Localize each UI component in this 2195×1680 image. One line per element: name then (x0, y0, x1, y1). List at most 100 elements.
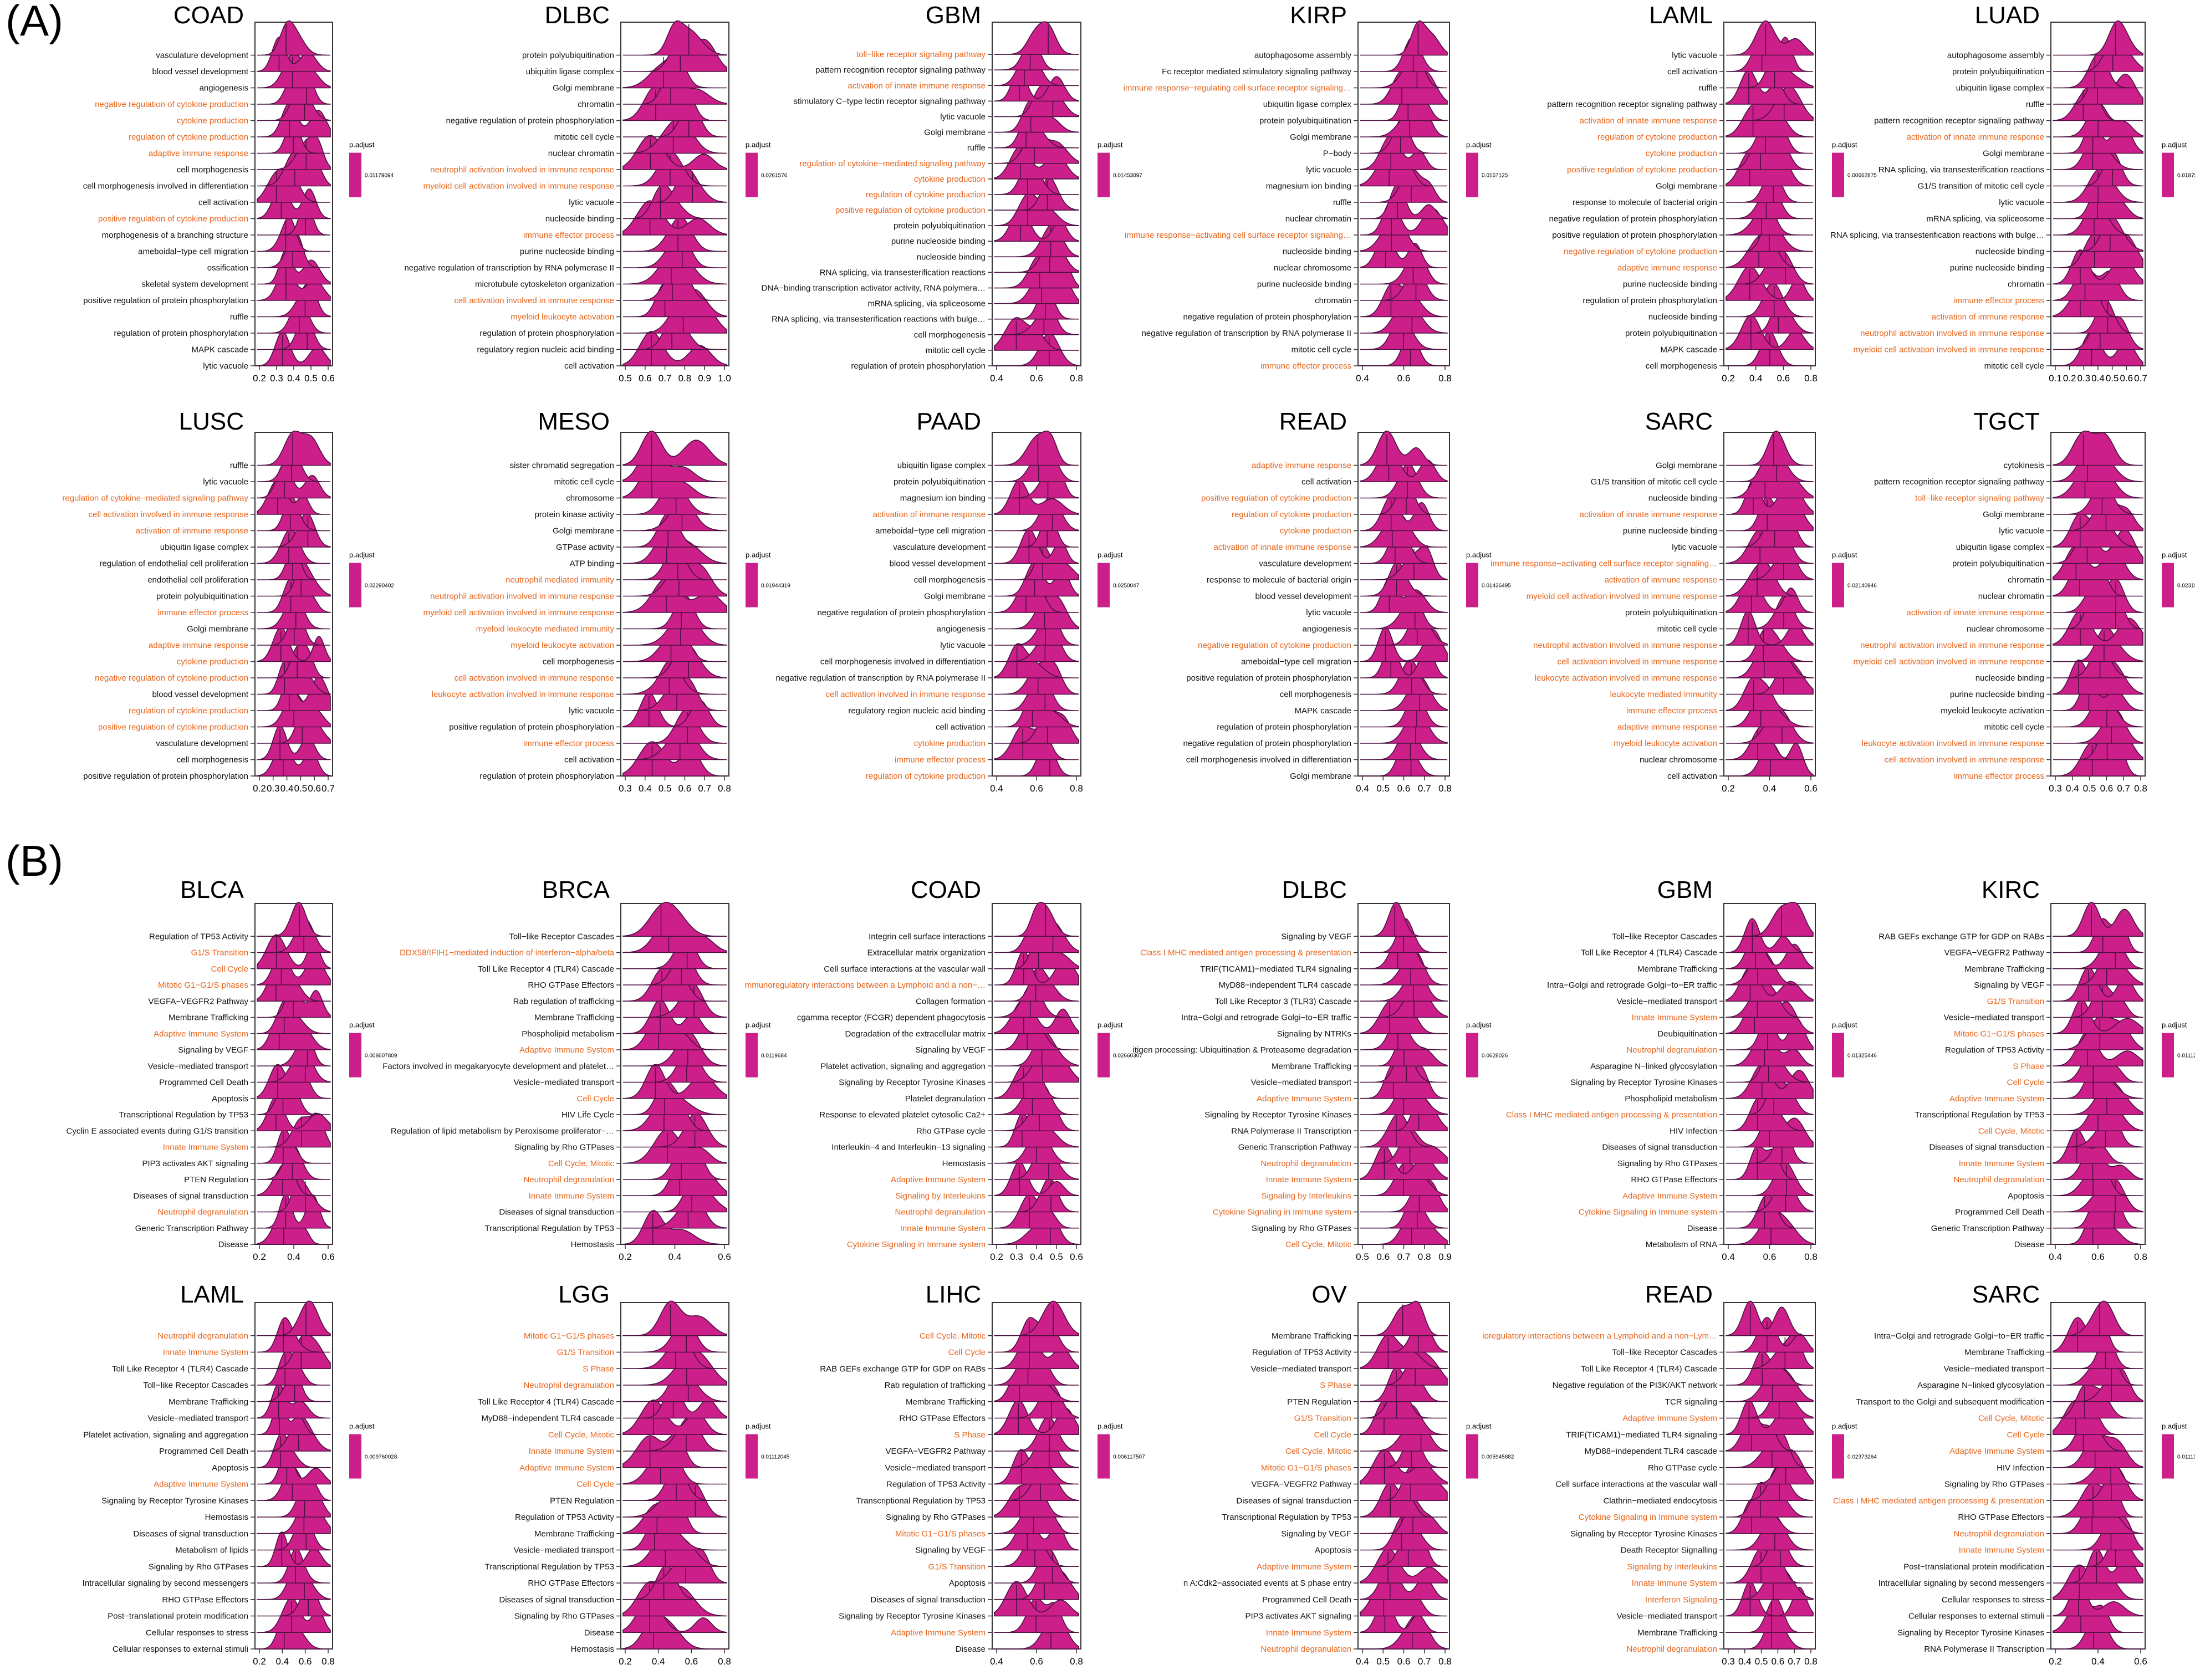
x-tick-label: 0.5 (2083, 783, 2096, 794)
term-label: negative regulation of cytokine producti… (1198, 641, 1351, 650)
term-label: Adaptive Immune System (891, 1175, 986, 1184)
term-label: Apoptosis (949, 1579, 986, 1588)
term-label: lytic vacuole (203, 477, 248, 487)
legend-value: 0.0261576 (761, 173, 788, 179)
term-label: lytic vacuole (1999, 198, 2044, 207)
term-label: nuclear chromosome (1967, 625, 2044, 634)
term-label: RNA splicing, via transesterification re… (820, 268, 986, 277)
term-label: Hemostasis (205, 1513, 248, 1522)
term-label: Adaptive Immune System (1257, 1562, 1351, 1571)
term-label: ubiquitin ligase complex (526, 67, 615, 76)
ridge (1360, 626, 1448, 662)
x-tick-label: 0.4 (668, 1252, 682, 1262)
term-label: protein polyubiquitination (156, 592, 248, 601)
term-label: RHO GTPase Effectors (528, 1579, 614, 1588)
term-label: lytic vacuole (1306, 165, 1351, 175)
term-label: positive regulation of protein phosphory… (449, 723, 614, 732)
legend-colorbar (2162, 152, 2174, 197)
term-label: neutrophil activation involved in immune… (1533, 641, 1717, 650)
ridge (994, 430, 1079, 466)
x-tick-label: 1.0 (718, 373, 731, 384)
term-label: Mitotic G1−G1/S phases (1261, 1463, 1351, 1473)
term-label: purine nucleoside binding (1623, 527, 1717, 536)
ridge (257, 430, 331, 466)
panel-b-read: READ ioregulatory interactions between a … (1482, 1281, 1877, 1667)
term-label: Class I MHC mediated antigen processing … (1833, 1496, 2044, 1505)
legend-title: p.adjust (349, 551, 375, 559)
term-label: Cell Cycle (2007, 1078, 2044, 1087)
term-label: Deubiquitination (1657, 1029, 1717, 1039)
legend-title: p.adjust (1466, 551, 1492, 559)
term-label: cell morphogenesis (177, 165, 248, 175)
term-label: activation of immune response (1605, 575, 1717, 585)
term-label: PIP3 activates AKT signaling (1245, 1612, 1352, 1621)
ridge (257, 20, 330, 56)
legend-colorbar (2162, 1434, 2174, 1479)
term-label: RHO GTPase Effectors (899, 1414, 986, 1423)
ridge (622, 741, 727, 777)
term-label: lytic vacuole (1672, 543, 1717, 552)
term-label: immune effector process (523, 231, 614, 240)
term-label: Neutrophil degranulation (524, 1381, 614, 1390)
legend-colorbar (746, 1434, 758, 1479)
legend-value: 0.01112045 (761, 1454, 790, 1461)
term-label: Adaptive Immune System (519, 1045, 614, 1055)
legend-colorbar (1466, 563, 1478, 607)
legend-colorbar (349, 1033, 361, 1078)
ridge (994, 999, 1079, 1034)
term-label: neutrophil mediated immunity (506, 575, 614, 585)
term-label: Adaptive Immune System (1949, 1447, 2044, 1456)
term-label: purine nucleoside binding (1950, 690, 2044, 699)
ridge (622, 1300, 727, 1336)
term-label: Signaling by Receptor Tyrosine Kinases (101, 1496, 248, 1505)
term-label: regulation of protein phosphorylation (1217, 723, 1351, 732)
panel-b-kirc: KIRC RAB GEFs exchange GTP for GDP on RAB… (1878, 876, 2195, 1262)
x-tick-label: 0.6 (2091, 1252, 2105, 1262)
term-label: microtubule cytoskeleton organization (475, 280, 614, 289)
x-tick-label: 0.8 (1438, 1656, 1452, 1667)
term-label: RAB GEFs exchange GTP for GDP on RABs (1878, 932, 2044, 941)
term-label: angiogenesis (200, 84, 248, 93)
x-tick-label: 0.7 (2134, 373, 2147, 384)
term-label: Membrane Trafficking (1637, 964, 1717, 974)
term-label: ruffle (1699, 84, 1717, 93)
panel-title: KIRP (1290, 2, 1347, 29)
x-tick-label: 0.8 (1070, 1656, 1083, 1667)
term-label: stimulatory C−type lectin receptor signa… (794, 96, 986, 106)
term-label: Clathrin−mediated endocytosis (1603, 1496, 1717, 1505)
term-label: Golgi membrane (1983, 510, 2044, 519)
term-label: Signaling by Receptor Tyrosine Kinases (1897, 1628, 2044, 1637)
ridge (1726, 20, 1814, 56)
term-label: activation of innate immune response (1580, 116, 1717, 126)
x-tick-label: 0.7 (321, 783, 335, 794)
term-label: ruffle (230, 313, 248, 322)
term-label: Toll Like Receptor 4 (TLR4) Cascade (1581, 1364, 1717, 1373)
legend-colorbar (1832, 152, 1844, 197)
term-label: ameboidal−type cell migration (875, 527, 986, 536)
x-tick-label: 0.4 (1722, 1252, 1735, 1262)
ridge (1726, 85, 1814, 121)
term-label: Phospholipid metabolism (522, 1029, 614, 1039)
term-label: Cell Cycle, Mitotic (1978, 1126, 2045, 1136)
term-label: Membrane Trafficking (1637, 1628, 1717, 1637)
legend-title: p.adjust (1832, 1422, 1857, 1431)
term-label: Adaptive Immune System (1622, 1414, 1717, 1423)
term-label: regulation of protein phosphorylation (851, 361, 986, 371)
term-label: Diseases of signal transduction (133, 1529, 248, 1539)
term-label: myeloid cell activation involved in immu… (1854, 345, 2044, 355)
panel-b-gbm: GBM Toll−like Receptor Cascades Toll Like … (1506, 876, 1877, 1262)
ridge (257, 724, 331, 760)
legend-title: p.adjust (2162, 1021, 2187, 1029)
term-label: cell activation involved in immune respo… (1885, 755, 2044, 765)
ridge (2053, 999, 2143, 1034)
term-label: mRNA splicing, via spliceosome (867, 299, 986, 309)
x-tick-label: 0.5 (1356, 1252, 1369, 1262)
ridge (994, 512, 1079, 548)
term-label: Adaptive Immune System (1622, 1191, 1717, 1201)
panel-b-ov: OV Membrane Trafficking Regulation of TP53… (1183, 1281, 1514, 1667)
legend-title: p.adjust (2162, 1422, 2187, 1431)
legend-value: 0.02373264 (1847, 1454, 1877, 1461)
term-label: cell activation (564, 755, 614, 765)
x-tick-label: 0.4 (280, 783, 294, 794)
ridge (623, 102, 727, 137)
